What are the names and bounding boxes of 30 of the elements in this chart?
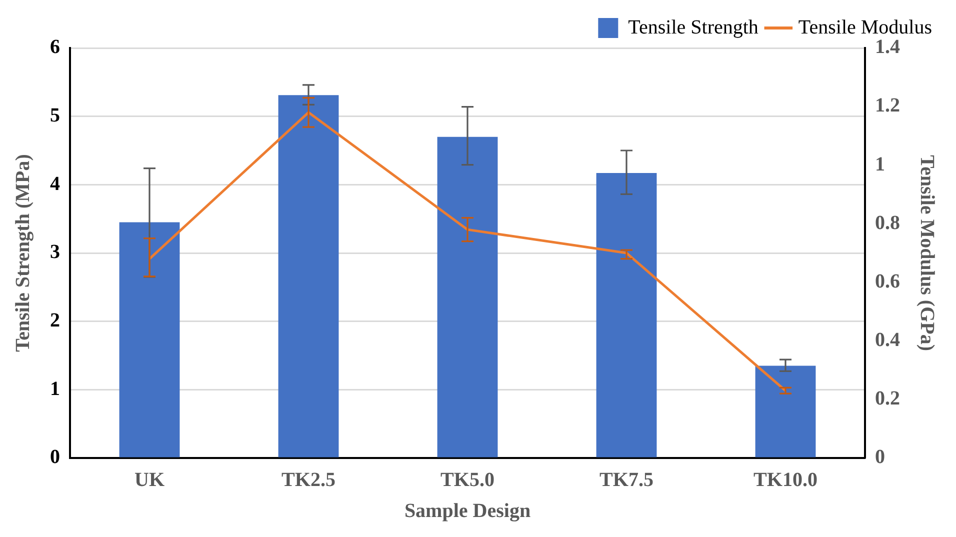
y2-tick-label: 0.6: [875, 270, 900, 292]
bar: [437, 136, 498, 458]
y-tick-label: 4: [50, 172, 60, 195]
y2-tick-label: 1.4: [875, 36, 900, 58]
bar: [755, 366, 816, 458]
y-tick-label: 1: [50, 378, 60, 400]
y2-tick-label: 1.2: [875, 94, 900, 117]
y2-tick-label: 0: [875, 446, 885, 468]
y-tick-label: 2: [50, 310, 60, 332]
x-tick-label: TK2.5: [282, 469, 336, 492]
y-axis-title: Tensile Strength (MPa): [12, 154, 34, 352]
x-tick-label: TK5.0: [440, 469, 494, 492]
y2-axis-title: Tensile Modulus (GPa): [916, 155, 938, 351]
y-tick-label: 0: [50, 446, 60, 468]
bar: [119, 222, 180, 458]
x-tick-label: UK: [134, 469, 165, 492]
legend-label: Tensile Strength: [628, 16, 758, 38]
y-tick-label: 5: [50, 104, 60, 127]
legend-label: Tensile Modulus: [798, 16, 932, 38]
y-tick-label: 3: [50, 241, 60, 264]
y2-tick-label: 0.8: [875, 212, 900, 234]
x-tick-label: TK10.0: [754, 469, 818, 492]
y2-tick-label: 0.2: [875, 388, 900, 410]
y-tick-label: 6: [50, 36, 60, 58]
y2-tick-label: 0.4: [875, 329, 900, 352]
x-tick-label: TK7.5: [600, 469, 654, 492]
bar: [278, 95, 339, 458]
x-axis-title: Sample Design: [404, 500, 531, 522]
bar: [596, 173, 657, 458]
y2-tick-label: 1: [875, 153, 885, 176]
